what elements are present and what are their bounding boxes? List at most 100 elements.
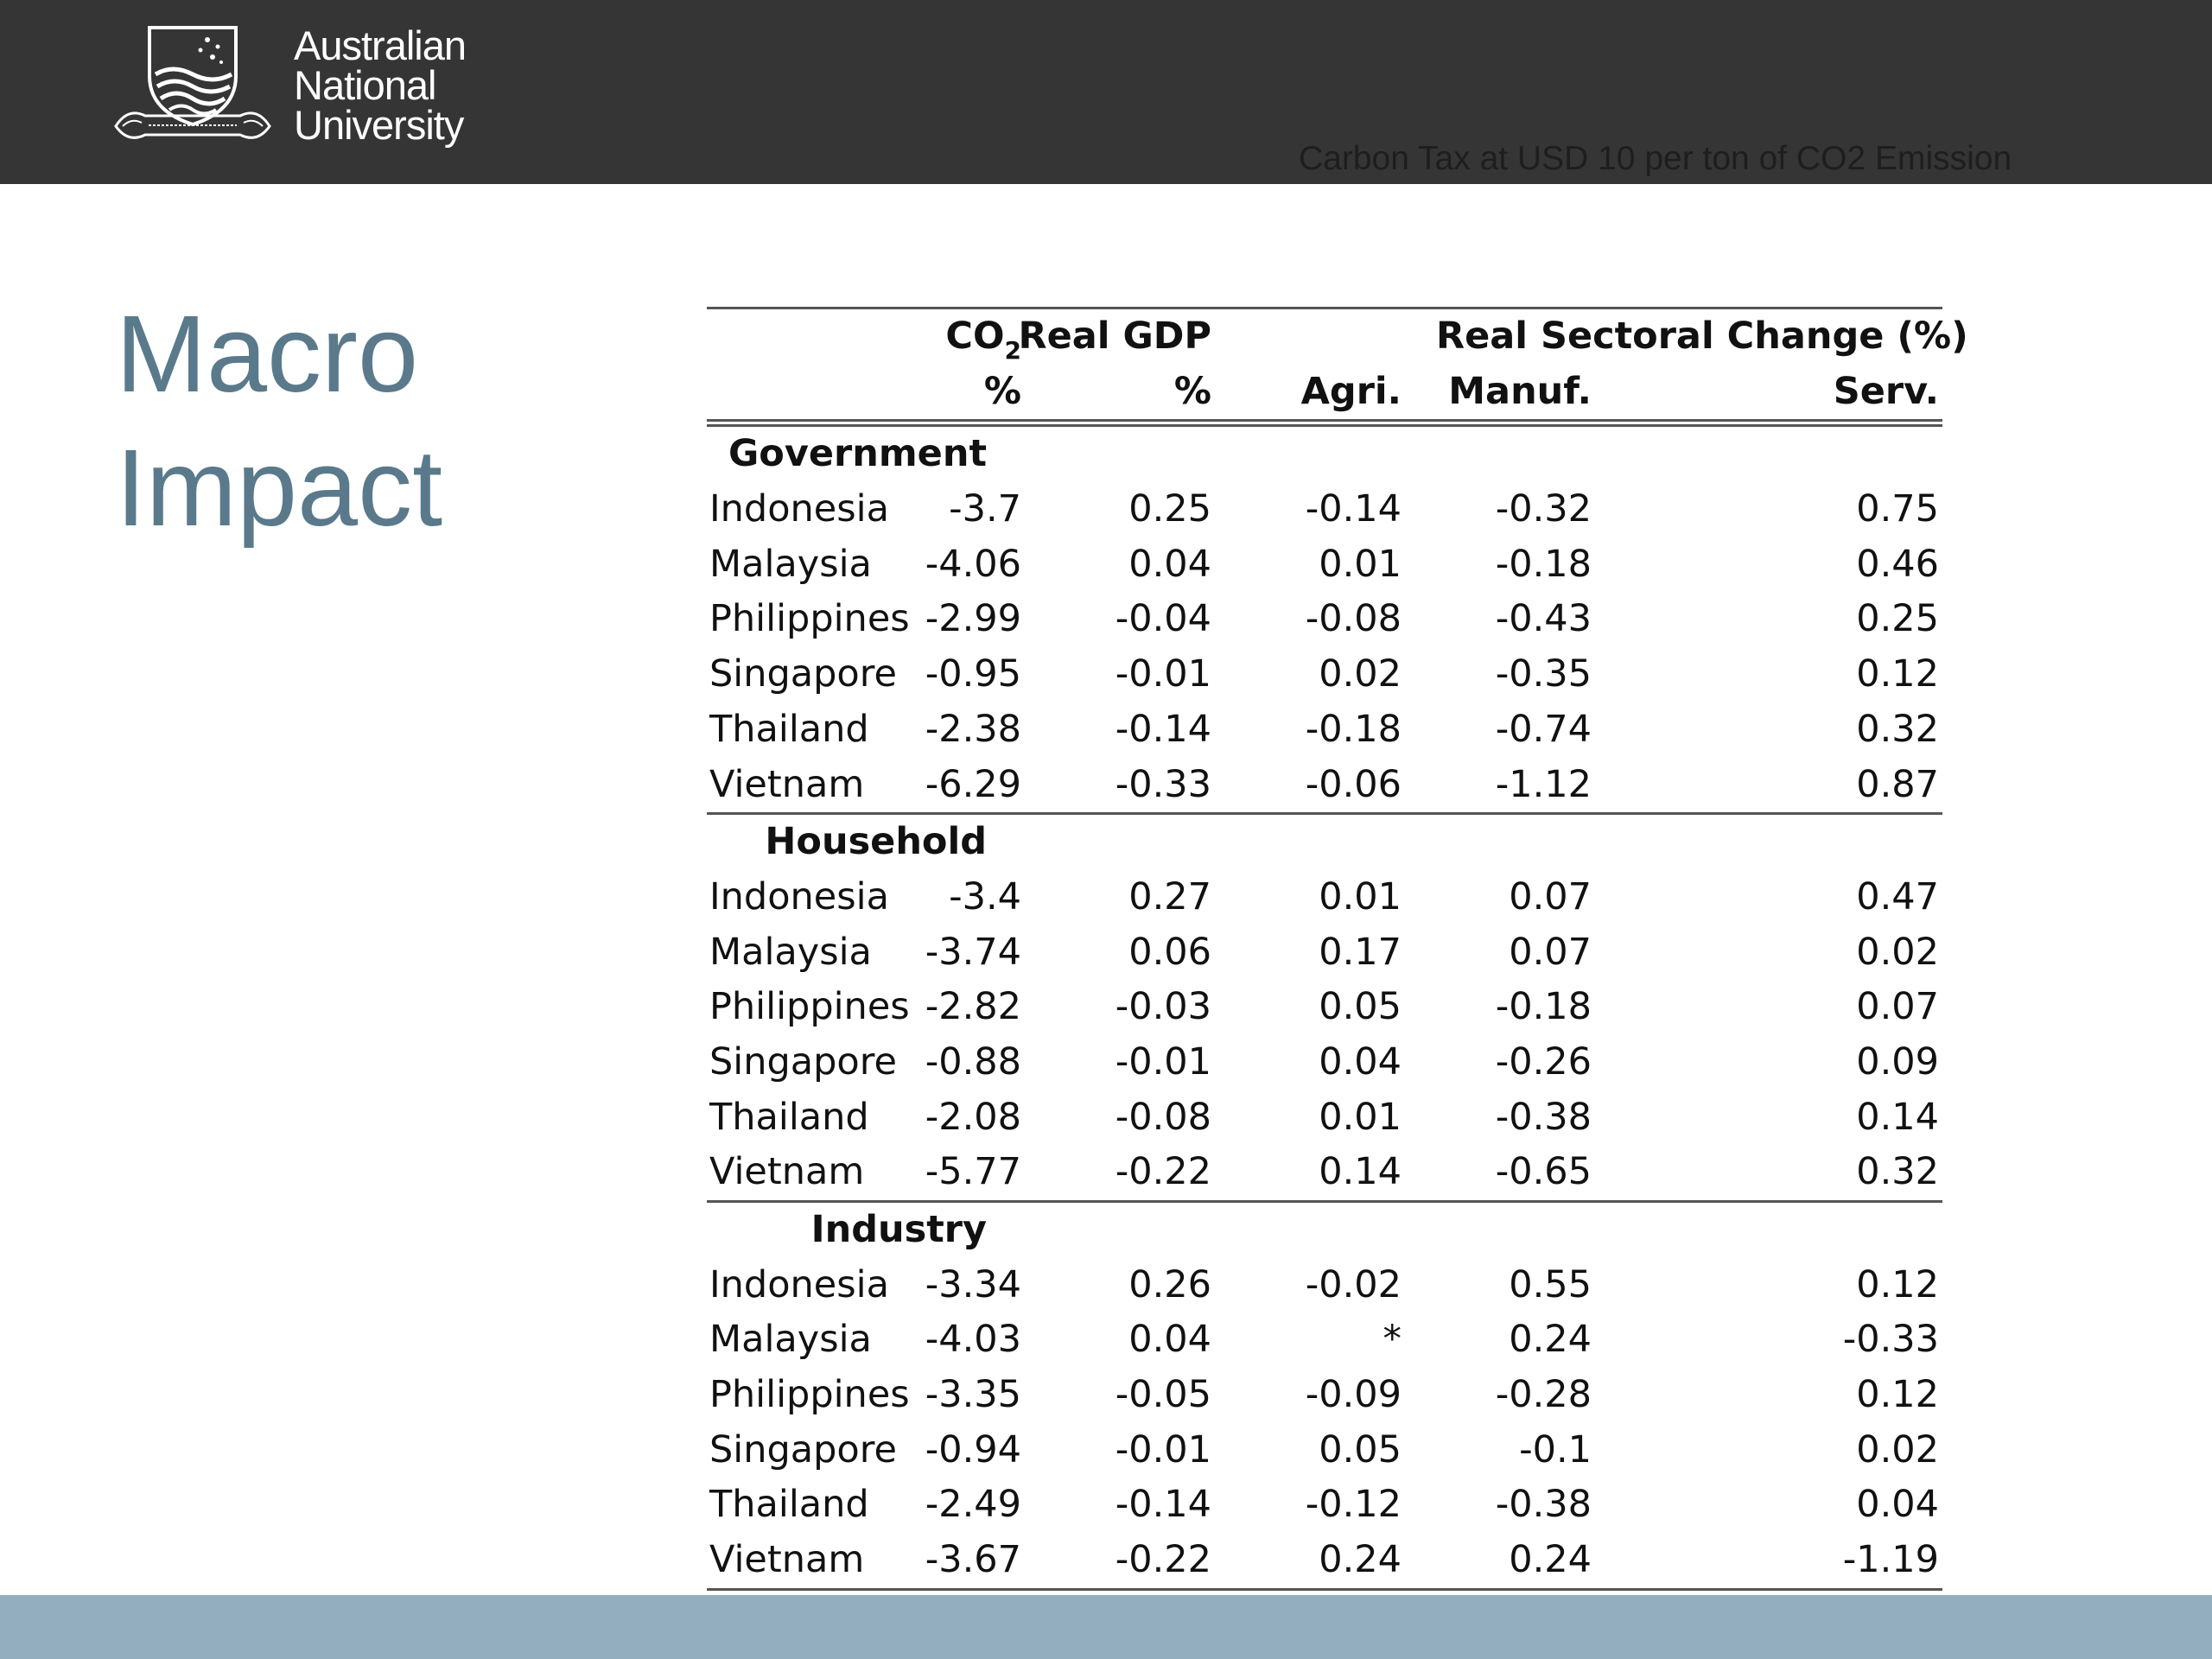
university-name-line-3: University <box>294 102 464 148</box>
header-real-sectoral-change: Real Sectoral Change (%) <box>1436 315 1968 358</box>
group-label: Household <box>765 820 987 864</box>
table-header-row-1: CO2 Real GDP Real Sectoral Change (%) <box>707 309 1967 365</box>
manuf-cell: -0.65 <box>1495 1150 1592 1194</box>
country-cell: Singapore <box>709 1427 897 1471</box>
gdp-cell: 0.25 <box>1128 487 1211 531</box>
group-bottom-rule <box>707 1200 1942 1203</box>
country-cell: Thailand <box>709 1095 869 1139</box>
header-co2: CO2 <box>945 315 1021 365</box>
country-cell: Philippines <box>709 597 910 641</box>
country-cell: Singapore <box>709 1039 897 1084</box>
anu-crest-logo <box>114 26 271 139</box>
gdp-cell: 0.04 <box>1128 542 1211 586</box>
serv-cell: 0.02 <box>1856 930 1939 974</box>
co2-cell: -6.29 <box>925 762 1021 806</box>
serv-cell: 0.25 <box>1856 597 1939 641</box>
slide-subtitle: Carbon Tax at USD 10 per ton of CO2 Emis… <box>1299 140 2012 177</box>
table-row: Philippines -3.35 -0.05 -0.09 -0.28 0.12 <box>707 1368 1942 1423</box>
co2-cell: -5.77 <box>925 1150 1021 1194</box>
university-name-line-1: Australian <box>294 22 467 68</box>
serv-cell: 0.75 <box>1856 487 1939 531</box>
co2-cell: -0.88 <box>925 1039 1021 1084</box>
agri-cell: 0.17 <box>1319 930 1402 974</box>
serv-cell: 0.32 <box>1856 707 1939 751</box>
agri-cell: -0.14 <box>1305 487 1402 531</box>
serv-cell: 0.47 <box>1856 874 1939 918</box>
table-header-row-2: % % Agri. Manuf. Serv. <box>707 365 1942 420</box>
agri-cell: 0.04 <box>1319 1039 1402 1084</box>
gdp-cell: -0.14 <box>1115 707 1211 751</box>
table-row: Malaysia -4.06 0.04 0.01 -0.18 0.46 <box>707 537 1942 593</box>
serv-cell: 0.04 <box>1856 1483 1939 1527</box>
table-row: Thailand -2.49 -0.14 -0.12 -0.38 0.04 <box>707 1478 1942 1533</box>
co2-cell: -3.67 <box>925 1538 1021 1582</box>
serv-cell: -0.33 <box>1842 1318 1939 1362</box>
agri-cell: 0.01 <box>1319 542 1402 586</box>
gdp-cell: 0.06 <box>1128 930 1211 974</box>
country-cell: Thailand <box>709 1483 869 1527</box>
serv-cell: -1.19 <box>1842 1538 1939 1582</box>
table-row: Vietnam -6.29 -0.33 -0.06 -1.12 0.87 <box>707 758 1942 813</box>
gdp-cell: -0.04 <box>1115 597 1211 641</box>
country-cell: Vietnam <box>709 1538 865 1582</box>
manuf-cell: 0.24 <box>1509 1318 1592 1362</box>
header-co2-unit: % <box>983 369 1021 413</box>
manuf-cell: 0.07 <box>1509 930 1592 974</box>
table-row: Malaysia -3.74 0.06 0.17 0.07 0.02 <box>707 925 1942 981</box>
university-name: Australian National University <box>294 22 467 148</box>
serv-cell: 0.02 <box>1856 1427 1939 1471</box>
manuf-cell: -0.38 <box>1495 1095 1592 1139</box>
group-label: Industry <box>810 1208 987 1251</box>
footer-bar <box>0 1595 2212 1659</box>
co2-cell: -2.99 <box>925 597 1021 641</box>
gdp-cell: -0.22 <box>1115 1538 1211 1582</box>
group-row: Industry <box>707 1203 1942 1258</box>
header-manuf: Manuf. <box>1448 369 1592 413</box>
gdp-cell: -0.01 <box>1115 1427 1211 1471</box>
agri-cell: -0.12 <box>1305 1483 1402 1527</box>
manuf-cell: -0.1 <box>1519 1427 1592 1471</box>
table-row: Singapore -0.94 -0.01 0.05 -0.1 0.02 <box>707 1423 1942 1478</box>
gdp-cell: 0.04 <box>1128 1318 1211 1362</box>
agri-cell: 0.05 <box>1319 1427 1402 1471</box>
header-serv: Serv. <box>1833 369 1939 413</box>
header-bar: Australian National University Carbon Ta… <box>0 0 2212 184</box>
group-bottom-rule <box>707 1587 1942 1591</box>
group-bottom-rule <box>707 812 1942 816</box>
table-row: Singapore -0.88 -0.01 0.04 -0.26 0.09 <box>707 1035 1942 1090</box>
gdp-cell: -0.22 <box>1115 1150 1211 1194</box>
co2-cell: -2.49 <box>925 1483 1021 1527</box>
manuf-cell: -0.28 <box>1495 1373 1592 1417</box>
group-row: Government <box>707 427 1942 482</box>
table-row: Singapore -0.95 -0.01 0.02 -0.35 0.12 <box>707 647 1942 702</box>
table-row: Vietnam -5.77 -0.22 0.14 -0.65 0.32 <box>707 1145 1942 1200</box>
manuf-cell: -0.38 <box>1495 1483 1592 1527</box>
co2-cell: -4.03 <box>925 1318 1021 1362</box>
serv-cell: 0.12 <box>1856 1262 1939 1306</box>
agri-cell: 0.01 <box>1319 1095 1402 1139</box>
country-cell: Indonesia <box>709 487 889 531</box>
table-row: Philippines -2.99 -0.04 -0.08 -0.43 0.25 <box>707 592 1942 647</box>
country-cell: Vietnam <box>709 762 865 806</box>
gdp-cell: -0.08 <box>1115 1095 1211 1139</box>
agri-cell: 0.14 <box>1319 1150 1402 1194</box>
co2-cell: -0.94 <box>925 1427 1021 1471</box>
agri-cell: -0.06 <box>1305 762 1402 806</box>
macro-impact-table: CO2 Real GDP Real Sectoral Change (%) % … <box>707 307 1968 1591</box>
serv-cell: 0.09 <box>1856 1039 1939 1084</box>
co2-cell: -3.74 <box>925 930 1021 974</box>
gdp-cell: -0.01 <box>1115 1039 1211 1084</box>
header-co2-subscript: 2 <box>1004 336 1021 365</box>
agri-cell: -0.18 <box>1305 707 1402 751</box>
gdp-cell: 0.27 <box>1128 874 1211 918</box>
country-cell: Thailand <box>709 707 869 751</box>
manuf-cell: -0.18 <box>1495 985 1592 1029</box>
table-row: Malaysia -4.03 0.04 * 0.24 -0.33 <box>707 1313 1942 1368</box>
serv-cell: 0.87 <box>1856 762 1939 806</box>
agri-cell: * <box>1382 1318 1402 1362</box>
agri-cell: -0.09 <box>1305 1373 1402 1417</box>
table-body: Government Indonesia -3.7 0.25 -0.14 -0.32 0.7… <box>707 427 1942 1591</box>
country-cell: Indonesia <box>709 1262 889 1306</box>
table-header-double-rule <box>707 419 1942 428</box>
co2-cell: -4.06 <box>925 542 1021 586</box>
